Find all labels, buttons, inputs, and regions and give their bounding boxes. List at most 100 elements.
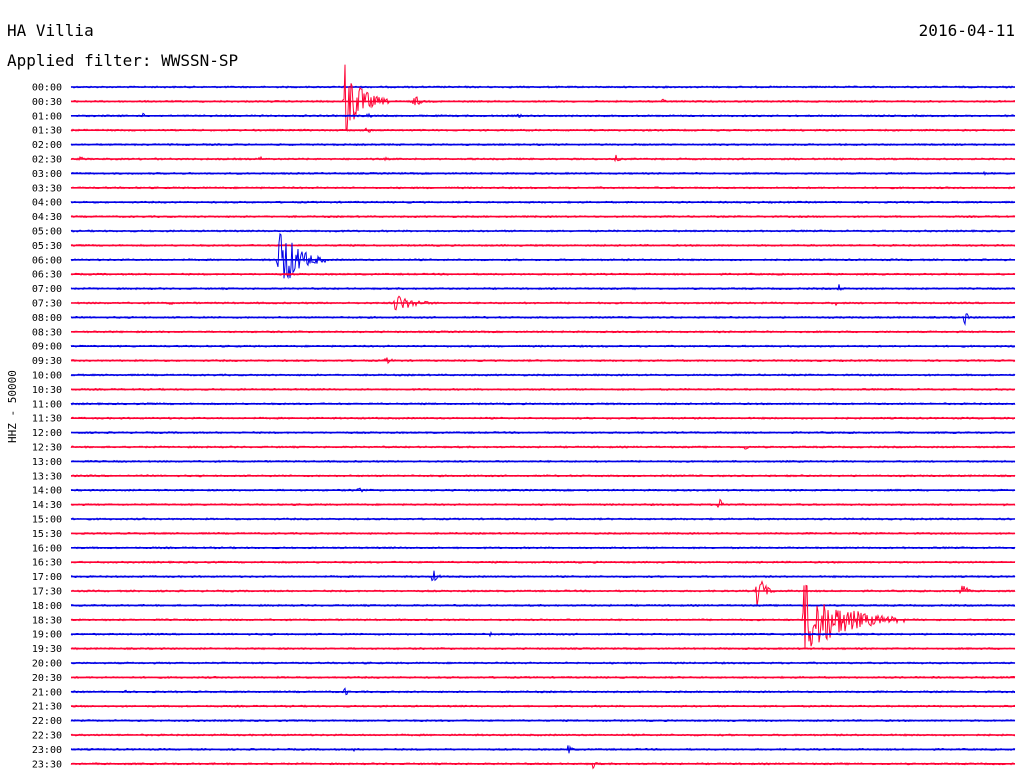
row-time-label: 09:30 xyxy=(32,356,62,367)
row-time-label: 05:30 xyxy=(32,241,62,252)
trace-row: 08:00 xyxy=(32,313,1016,326)
trace-line xyxy=(70,580,1016,607)
trace-row: 03:30 xyxy=(32,183,1016,194)
trace-line xyxy=(70,570,1016,582)
row-time-label: 01:30 xyxy=(32,126,62,137)
trace-row: 00:00 xyxy=(32,83,1016,94)
row-time-label: 22:00 xyxy=(32,716,62,727)
trace-row: 11:30 xyxy=(32,414,1016,425)
trace-row: 06:00 xyxy=(32,232,1016,280)
row-time-label: 23:00 xyxy=(32,745,62,756)
row-time-label: 11:30 xyxy=(32,414,62,425)
row-time-label: 19:30 xyxy=(32,644,62,655)
trace-row: 17:30 xyxy=(32,580,1016,607)
trace-row: 05:30 xyxy=(32,241,1016,252)
row-time-label: 11:00 xyxy=(32,399,62,410)
row-time-label: 13:00 xyxy=(32,457,62,468)
row-time-label: 00:00 xyxy=(32,83,62,94)
row-time-label: 12:00 xyxy=(32,428,62,439)
row-time-label: 13:30 xyxy=(32,471,62,482)
trace-row: 20:00 xyxy=(32,659,1016,670)
row-time-label: 21:00 xyxy=(32,687,62,698)
row-time-label: 16:00 xyxy=(32,543,62,554)
row-time-label: 04:30 xyxy=(32,212,62,223)
row-time-label: 18:30 xyxy=(32,615,62,626)
trace-row: 02:00 xyxy=(32,140,1016,151)
trace-row: 15:00 xyxy=(32,515,1016,526)
trace-row: 10:00 xyxy=(32,371,1016,382)
trace-row: 03:00 xyxy=(32,169,1016,180)
row-time-label: 22:30 xyxy=(32,731,62,742)
trace-row: 09:00 xyxy=(32,342,1016,353)
row-time-label: 20:00 xyxy=(32,659,62,670)
row-time-label: 00:30 xyxy=(32,97,62,108)
row-time-label: 09:00 xyxy=(32,342,62,353)
trace-row: 13:30 xyxy=(32,471,1016,482)
row-time-label: 10:00 xyxy=(32,371,62,382)
date-label: 2016-04-11 xyxy=(918,21,1015,40)
trace-row: 19:30 xyxy=(32,644,1016,655)
row-time-label: 21:30 xyxy=(32,702,62,713)
row-time-label: 10:30 xyxy=(32,385,62,396)
trace-row: 05:00 xyxy=(32,227,1016,238)
trace-row: 01:30 xyxy=(32,126,1016,137)
trace-row: 21:30 xyxy=(32,702,1016,713)
trace-row: 14:00 xyxy=(32,486,1016,497)
filter-label: Applied filter: WWSSN-SP xyxy=(7,51,239,70)
trace-row: 12:30 xyxy=(32,443,1016,454)
trace-row: 12:00 xyxy=(32,428,1016,439)
station-title: HA Villia xyxy=(7,21,94,40)
row-time-label: 03:30 xyxy=(32,183,62,194)
trace-row: 10:30 xyxy=(32,385,1016,396)
row-time-label: 15:00 xyxy=(32,515,62,526)
trace-row: 07:00 xyxy=(32,284,1016,295)
row-time-label: 17:30 xyxy=(32,587,62,598)
trace-row: 04:00 xyxy=(32,198,1016,209)
row-time-label: 15:30 xyxy=(32,529,62,540)
trace-row: 14:30 xyxy=(32,498,1016,511)
trace-row: 18:30 xyxy=(32,584,1016,650)
row-time-label: 06:30 xyxy=(32,270,62,281)
row-time-label: 14:00 xyxy=(32,486,62,497)
row-time-label: 23:30 xyxy=(32,759,62,770)
row-time-label: 07:00 xyxy=(32,284,62,295)
row-time-label: 03:00 xyxy=(32,169,62,180)
row-time-label: 07:30 xyxy=(32,299,62,310)
trace-row: 15:30 xyxy=(32,529,1016,540)
trace-row: 20:30 xyxy=(32,673,1016,684)
trace-row: 00:30 xyxy=(32,64,1016,133)
trace-line xyxy=(70,584,1016,650)
row-time-label: 08:30 xyxy=(32,327,62,338)
trace-row: 01:00 xyxy=(32,111,1016,122)
trace-row: 08:30 xyxy=(32,327,1016,338)
row-time-label: 14:30 xyxy=(32,500,62,511)
row-time-label: 08:00 xyxy=(32,313,62,324)
trace-line xyxy=(70,232,1016,280)
trace-row: 19:00 xyxy=(32,630,1016,641)
row-time-label: 17:00 xyxy=(32,572,62,583)
row-time-label: 04:00 xyxy=(32,198,62,209)
row-time-label: 19:00 xyxy=(32,630,62,641)
row-time-label: 01:00 xyxy=(32,111,62,122)
trace-row: 07:30 xyxy=(32,295,1016,311)
row-time-label: 02:00 xyxy=(32,140,62,151)
trace-row: 17:00 xyxy=(32,570,1016,583)
trace-row: 06:30 xyxy=(32,270,1016,281)
trace-row: 18:00 xyxy=(32,601,1016,612)
trace-row: 04:30 xyxy=(32,212,1016,223)
trace-row: 21:00 xyxy=(32,687,1016,698)
trace-row: 09:30 xyxy=(32,356,1016,367)
row-time-label: 20:30 xyxy=(32,673,62,684)
row-time-label: 05:00 xyxy=(32,227,62,238)
trace-row: 16:30 xyxy=(32,558,1016,569)
trace-row: 23:00 xyxy=(32,745,1016,756)
trace-row: 23:30 xyxy=(32,759,1016,770)
trace-row: 16:00 xyxy=(32,543,1016,554)
trace-row: 02:30 xyxy=(32,155,1016,166)
trace-row: 11:00 xyxy=(32,399,1016,410)
trace-row: 22:00 xyxy=(32,716,1016,727)
row-time-label: 16:30 xyxy=(32,558,62,569)
trace-line xyxy=(70,498,1016,509)
row-time-label: 02:30 xyxy=(32,155,62,166)
